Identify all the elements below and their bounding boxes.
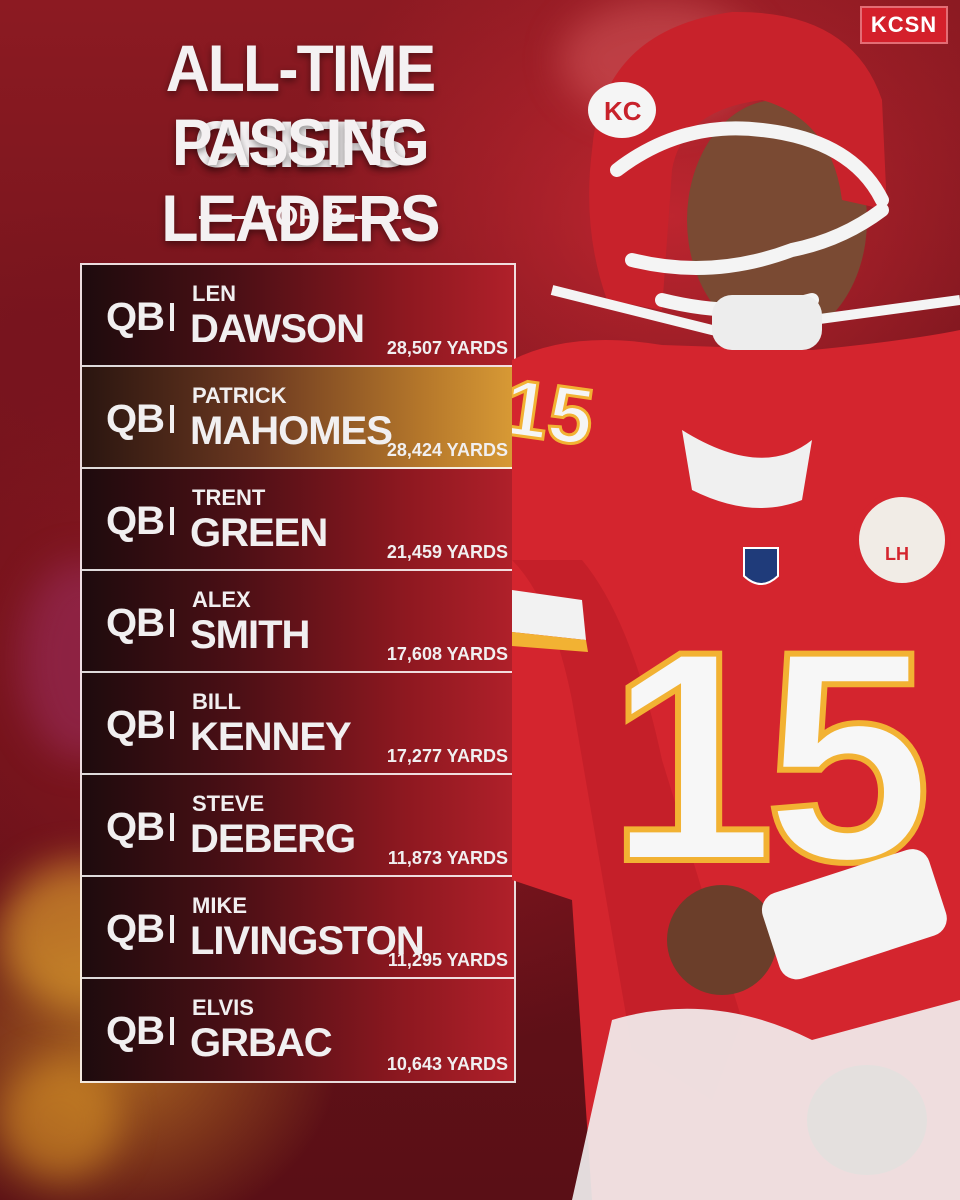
first-name: ALEX — [192, 587, 251, 612]
subtitle: TOP 8 — [80, 200, 520, 234]
pants — [572, 1000, 960, 1200]
first-name: TRENT — [192, 485, 266, 510]
yards: 28,507 YARDS — [386, 338, 508, 358]
separator-bar — [170, 405, 174, 433]
nfl-shield-icon — [743, 547, 779, 585]
first-name: BILL — [192, 689, 241, 714]
undershirt-collar — [682, 430, 812, 508]
separator-bar — [170, 303, 174, 331]
fist — [667, 885, 777, 995]
position-label: QB — [106, 1009, 165, 1053]
leader-row-3: QB TRENT GREEN 21,459 YARDS — [82, 469, 514, 571]
rule-right — [354, 215, 401, 219]
last-name: SMITH — [190, 613, 310, 657]
face — [687, 100, 867, 340]
first-name: LEN — [192, 281, 236, 306]
first-name: ELVIS — [192, 995, 254, 1020]
patch-text: LH — [885, 544, 909, 564]
shoulder-number: 15 — [512, 362, 599, 463]
page-title-line1: ALL-TIME CHIEFS — [165, 31, 436, 181]
page-title-line2: PASSING LEADERS — [161, 105, 440, 255]
last-name: KENNEY — [190, 715, 352, 759]
leader-row-8: QB ELVIS GRBAC 10,643 YARDS — [82, 979, 514, 1081]
patch-icon — [853, 491, 951, 589]
sleeve-stripe — [512, 632, 588, 652]
separator-bar — [170, 1017, 174, 1045]
sleeve-stripe — [512, 590, 586, 640]
rule-left — [199, 215, 246, 219]
leader-row-6: QB STEVE DEBERG 11,873 YARDS — [82, 775, 514, 877]
helmet-icon — [589, 11, 887, 311]
separator-bar — [170, 609, 174, 637]
first-name: STEVE — [192, 791, 265, 816]
position-label: QB — [106, 805, 165, 849]
last-name: MAHOMES — [190, 409, 393, 453]
first-name: PATRICK — [192, 383, 287, 408]
wristband — [761, 849, 947, 980]
position-label: QB — [106, 397, 165, 441]
separator-bar — [170, 915, 174, 943]
position-label: QB — [106, 499, 165, 543]
yards: 17,608 YARDS — [386, 644, 508, 664]
separator-bar — [170, 507, 174, 535]
leader-row-5: QB BILL KENNEY 17,277 YARDS — [82, 673, 514, 775]
leader-row-4: QB ALEX SMITH 17,608 YARDS — [82, 571, 514, 673]
yards: 21,459 YARDS — [386, 542, 508, 562]
kcsn-logo: KCSN — [860, 6, 948, 44]
football-player-illustration: 15 15 LH KC — [512, 11, 960, 1200]
leader-row-7: QB MIKE LIVINGSTON 11,295 YARDS — [82, 877, 514, 979]
subtitle-text: TOP 8 — [257, 200, 343, 233]
arrowhead-logo — [588, 82, 656, 138]
last-name: GREEN — [190, 511, 328, 555]
helmet-logo-letters: KC — [604, 96, 642, 126]
yards: 10,643 YARDS — [386, 1054, 508, 1074]
last-name: DAWSON — [190, 307, 365, 351]
leader-row-2: QB PATRICK MAHOMES 28,424 YARDS — [82, 367, 514, 469]
last-name: LIVINGSTON — [190, 919, 425, 963]
leaders-list: QB LEN DAWSON 28,507 YARDS QB PATRICK MA… — [80, 263, 516, 1083]
chin-cup — [712, 295, 822, 350]
yards: 17,277 YARDS — [386, 746, 508, 766]
position-label: QB — [106, 703, 165, 747]
position-label: QB — [106, 907, 165, 951]
separator-bar — [170, 711, 174, 739]
leader-row-1: QB LEN DAWSON 28,507 YARDS — [82, 265, 514, 367]
separator-bar — [170, 813, 174, 841]
last-name: GRBAC — [190, 1021, 333, 1065]
position-label: QB — [106, 601, 165, 645]
yards: 11,295 YARDS — [387, 950, 508, 970]
position-label: QB — [106, 295, 165, 339]
yards: 11,873 YARDS — [387, 848, 508, 868]
yards: 28,424 YARDS — [386, 440, 508, 460]
last-name: DEBERG — [190, 817, 356, 861]
first-name: MIKE — [192, 893, 247, 918]
